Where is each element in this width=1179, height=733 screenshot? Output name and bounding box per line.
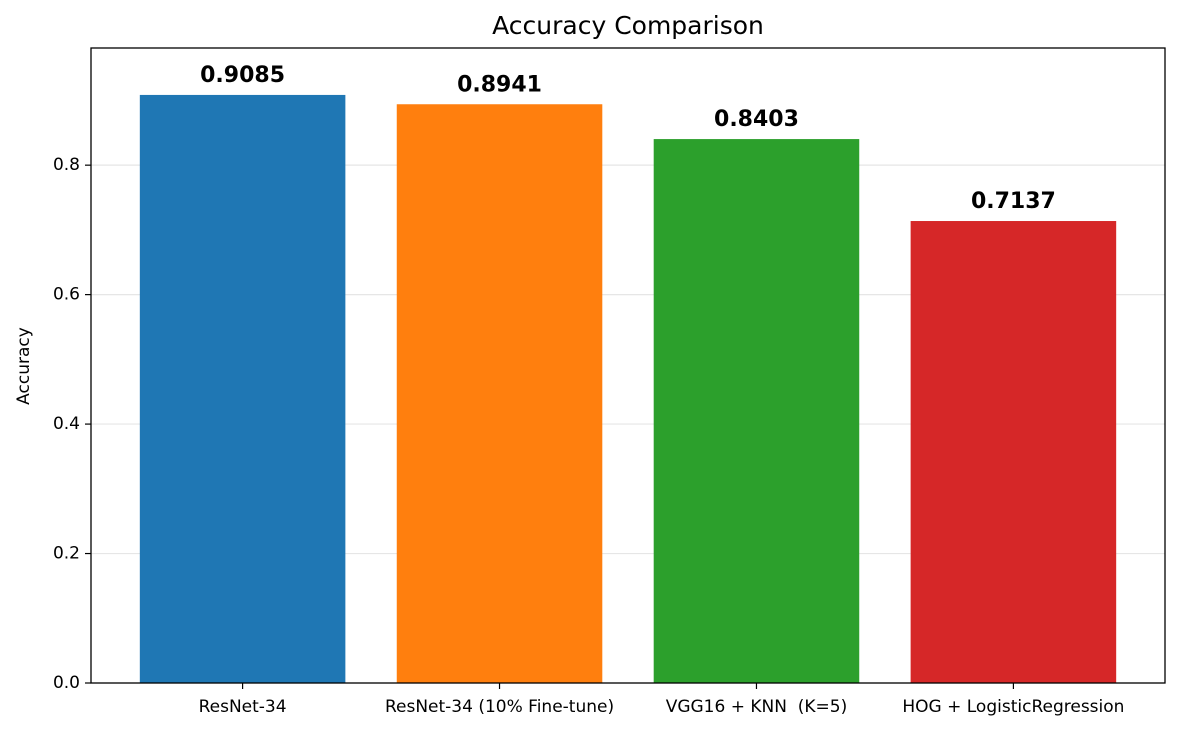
x-tick-label: ResNet-34 (10% Fine-tune) (385, 697, 614, 717)
bar (139, 94, 346, 684)
chart-title: Accuracy Comparison (492, 11, 764, 40)
value-label: 0.9085 (200, 63, 285, 88)
y-axis-label: Accuracy (14, 327, 34, 405)
y-tick-label: 0.4 (53, 414, 80, 434)
bar (653, 139, 860, 683)
y-tick-label: 0.8 (53, 155, 80, 175)
plot-frame (90, 47, 1166, 684)
y-tick-label: 0.2 (53, 544, 80, 564)
bar (910, 221, 1117, 683)
x-tick-label: ResNet-34 (199, 697, 287, 717)
x-tick-label: HOG + LogisticRegression (902, 697, 1124, 717)
value-label: 0.8941 (457, 72, 542, 97)
y-tick-label: 0.0 (53, 673, 80, 693)
value-label: 0.7137 (971, 189, 1056, 214)
bar (396, 104, 603, 684)
x-tick-label: VGG16 + KNN (K=5) (666, 697, 848, 717)
value-label: 0.8403 (714, 107, 799, 132)
y-tick-label: 0.6 (53, 285, 80, 305)
